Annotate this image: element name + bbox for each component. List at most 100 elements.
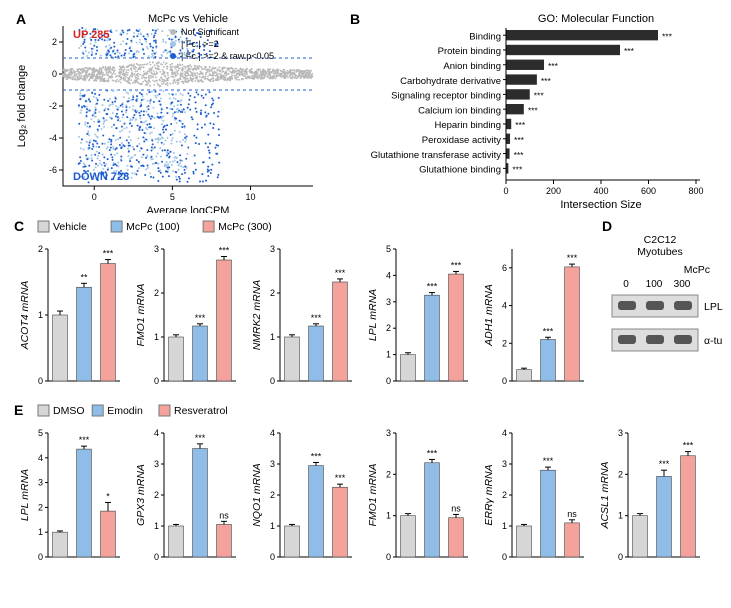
svg-text:Not Significant: Not Significant (181, 27, 240, 37)
svg-text:0: 0 (270, 552, 275, 562)
svg-text:***: *** (659, 459, 670, 469)
svg-text:3: 3 (386, 297, 391, 307)
svg-text:ACOT4 mRNA: ACOT4 mRNA (19, 281, 31, 351)
svg-text:DOWN 728: DOWN 728 (73, 171, 129, 183)
svg-text:-2: -2 (49, 101, 57, 111)
svg-text:100: 100 (646, 279, 663, 290)
svg-text:4: 4 (502, 428, 507, 438)
svg-text:2: 2 (154, 288, 159, 298)
svg-text:***: *** (219, 245, 230, 255)
svg-text:4: 4 (38, 453, 43, 463)
svg-text:3: 3 (270, 244, 275, 254)
svg-text:***: *** (427, 282, 438, 292)
svg-text:***: *** (79, 435, 90, 445)
svg-text:McPc (300): McPc (300) (218, 221, 272, 233)
svg-text:***: *** (541, 76, 552, 86)
svg-text:4: 4 (270, 428, 275, 438)
svg-text:3: 3 (38, 478, 43, 488)
svg-text:***: *** (624, 46, 635, 56)
svg-text:***: *** (534, 91, 545, 101)
svg-text:1: 1 (154, 521, 159, 531)
svg-text:LPL mRNA: LPL mRNA (367, 289, 379, 341)
svg-text:5: 5 (386, 244, 391, 254)
svg-text:3: 3 (154, 244, 159, 254)
panel-d: DC2C12MyotubesMcPc0100300LPLα-tubulin (598, 217, 723, 397)
svg-text:Binding: Binding (469, 31, 501, 42)
svg-text:3: 3 (502, 459, 507, 469)
svg-text:10: 10 (245, 192, 255, 202)
svg-text:ns: ns (219, 510, 229, 520)
svg-text:200: 200 (546, 186, 561, 196)
svg-text:***: *** (103, 249, 114, 259)
svg-text:4: 4 (154, 428, 159, 438)
svg-text:C: C (14, 218, 24, 234)
svg-text:2: 2 (386, 469, 391, 479)
svg-text:Intersection Size: Intersection Size (560, 199, 641, 211)
svg-text:ERRγ mRNA: ERRγ mRNA (483, 464, 495, 525)
svg-text:***: *** (512, 165, 523, 175)
svg-text:| Fc | >=2: | Fc | >=2 (181, 39, 219, 49)
svg-text:2: 2 (38, 244, 43, 254)
svg-text:Myotubes: Myotubes (637, 246, 683, 258)
svg-text:***: *** (683, 441, 694, 451)
svg-text:| Fc | >=2 & raw.p<0.05: | Fc | >=2 & raw.p<0.05 (181, 51, 274, 61)
panel-c: CVehicleMcPc (100)McPc (300)012ACOT4 mRN… (8, 217, 598, 397)
svg-text:FMO1 mRNA: FMO1 mRNA (367, 464, 379, 527)
svg-text:***: *** (195, 313, 206, 323)
svg-text:2: 2 (270, 288, 275, 298)
svg-text:-6: -6 (49, 165, 57, 175)
svg-text:1: 1 (154, 332, 159, 342)
svg-text:GO: Molecular Function: GO: Molecular Function (538, 13, 654, 25)
svg-text:0: 0 (52, 69, 57, 79)
svg-text:***: *** (528, 105, 539, 115)
svg-text:McPc vs Vehicle: McPc vs Vehicle (148, 13, 228, 25)
svg-text:3: 3 (618, 428, 623, 438)
svg-text:***: *** (514, 150, 525, 160)
svg-text:300: 300 (674, 279, 691, 290)
panel-e: E DMSO Emodin Resveratrol 0 1 2 3 4 5 LPL mRNA *** *… (8, 401, 723, 576)
svg-text:3: 3 (270, 459, 275, 469)
svg-text:1: 1 (618, 511, 623, 521)
svg-text:1: 1 (38, 527, 43, 537)
svg-text:C2C12: C2C12 (644, 234, 677, 246)
svg-text:***: *** (335, 268, 346, 278)
svg-text:Signaling receptor binding: Signaling receptor binding (391, 91, 501, 102)
svg-text:ADH1 mRNA: ADH1 mRNA (483, 284, 495, 347)
svg-text:B: B (350, 11, 360, 27)
svg-text:6: 6 (502, 263, 507, 273)
svg-text:2: 2 (154, 490, 159, 500)
svg-text:E: E (14, 402, 23, 418)
svg-text:4: 4 (386, 270, 391, 280)
svg-text:0: 0 (270, 376, 275, 386)
svg-text:0: 0 (154, 552, 159, 562)
svg-text:D: D (602, 218, 612, 234)
svg-text:***: *** (195, 433, 206, 443)
svg-text:5: 5 (38, 428, 43, 438)
svg-text:DMSO: DMSO (53, 405, 85, 417)
svg-text:Average logCPM: Average logCPM (147, 205, 230, 213)
svg-text:Glutathione transferase activi: Glutathione transferase activity (371, 150, 502, 161)
svg-text:***: *** (662, 31, 673, 41)
svg-text:Anion binding: Anion binding (443, 61, 501, 72)
svg-text:LPL mRNA: LPL mRNA (19, 469, 31, 521)
svg-text:NQO1 mRNA: NQO1 mRNA (251, 463, 263, 527)
svg-text:Protein binding: Protein binding (438, 46, 501, 57)
svg-text:***: *** (543, 326, 554, 336)
svg-text:LPL: LPL (704, 301, 723, 313)
svg-text:***: *** (451, 260, 462, 270)
svg-text:***: *** (335, 473, 346, 483)
svg-text:McPc (100): McPc (100) (126, 221, 180, 233)
panel-b: B GO: Molecular Function Binding *** Protein… (346, 8, 721, 213)
svg-text:Resveratrol: Resveratrol (174, 405, 228, 417)
svg-text:1: 1 (38, 310, 43, 320)
svg-text:Emodin: Emodin (107, 405, 143, 417)
svg-text:0: 0 (503, 186, 508, 196)
svg-text:***: *** (515, 120, 526, 130)
svg-text:2: 2 (270, 490, 275, 500)
svg-text:ns: ns (567, 509, 577, 519)
svg-text:1: 1 (386, 511, 391, 521)
svg-text:ns: ns (451, 503, 461, 513)
svg-text:FMO1 mRNA: FMO1 mRNA (135, 284, 147, 347)
svg-text:**: ** (80, 272, 88, 282)
svg-text:UP 285: UP 285 (73, 29, 110, 41)
